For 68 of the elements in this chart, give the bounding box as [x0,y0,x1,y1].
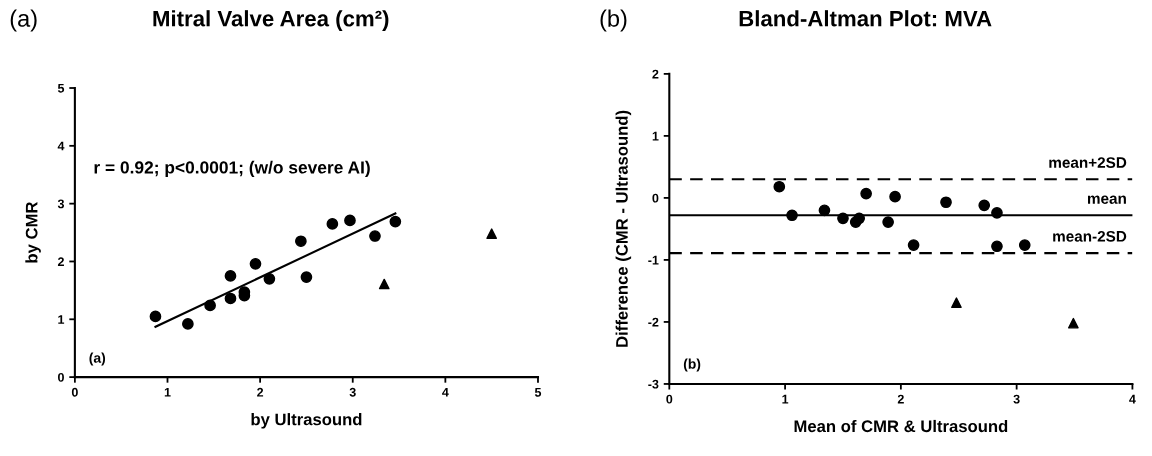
y-tick-label: 5 [57,83,65,93]
point [326,218,339,230]
y-tick-label: 4 [57,141,65,151]
x-tick-label: 3 [349,387,356,397]
y-tick-label: 1 [652,131,659,141]
point [204,299,216,312]
chart-title: Mitral Valve Area (cm²) [153,10,389,31]
point [263,272,276,285]
x-tick-label: 4 [1129,394,1136,404]
annotation: (b) [683,358,701,372]
y-axis-title: Difference (CMR - Ultrasound) [615,110,632,347]
annotation: (a) [89,352,106,366]
x-tick-label: 2 [897,394,904,404]
chart-title: Bland-Altman Plot: MVA [739,10,992,27]
point [773,180,786,193]
y-tick-label: 1 [58,315,65,324]
y-tick-label: 0 [58,372,64,382]
y-tick-label: -3 [648,379,659,389]
text: (b) [600,9,627,32]
point [882,216,894,228]
point [389,215,402,228]
x-tick-label: 2 [257,387,264,397]
point [1068,317,1079,329]
point [991,240,1003,253]
point [991,206,1003,219]
y-tick-label: -2 [648,317,659,327]
point [295,235,307,248]
point [344,214,356,227]
point [378,278,390,290]
point [786,209,798,222]
point [818,204,831,217]
x-tick-label: 0 [71,387,78,397]
point [860,187,872,200]
point [182,318,194,330]
annotation: r = 0.92; p<0.0001; (w/o severe AI) [94,160,370,178]
x-tick-label: 1 [164,387,171,397]
x-tick-label: 3 [1013,394,1020,404]
point [853,212,866,225]
point [1018,239,1031,251]
point [224,292,237,305]
point [951,297,962,309]
x-tick-label: 4 [442,387,449,397]
y-tick-label: 2 [57,257,64,266]
point [249,257,262,270]
point [889,190,901,203]
y-tick-label: 2 [652,69,659,79]
point [224,270,237,282]
ref-line-label: mean+2SD [1049,157,1127,168]
x-tick-label: 5 [534,387,542,397]
x-tick-label: 0 [666,394,673,404]
point [940,196,952,209]
x-axis-title: by Ultrasound [251,413,362,429]
x-tick-label: 1 [782,394,789,404]
ref-line-label: mean-2SD [1053,230,1127,242]
x-axis-title: Mean of CMR & Ultrasound [794,419,1008,433]
ref-line-label: mean [1087,195,1126,204]
y-axis-title: by CMR [25,201,41,263]
point [837,212,849,225]
point [486,228,498,240]
text: (a) [10,9,37,32]
point [978,199,991,212]
y-tick-label: -1 [648,255,659,265]
point [369,230,381,242]
y-tick-label: 0 [652,193,659,203]
point [907,239,920,251]
y-tick-label: 3 [57,199,65,209]
point [149,310,162,323]
point [300,271,313,283]
